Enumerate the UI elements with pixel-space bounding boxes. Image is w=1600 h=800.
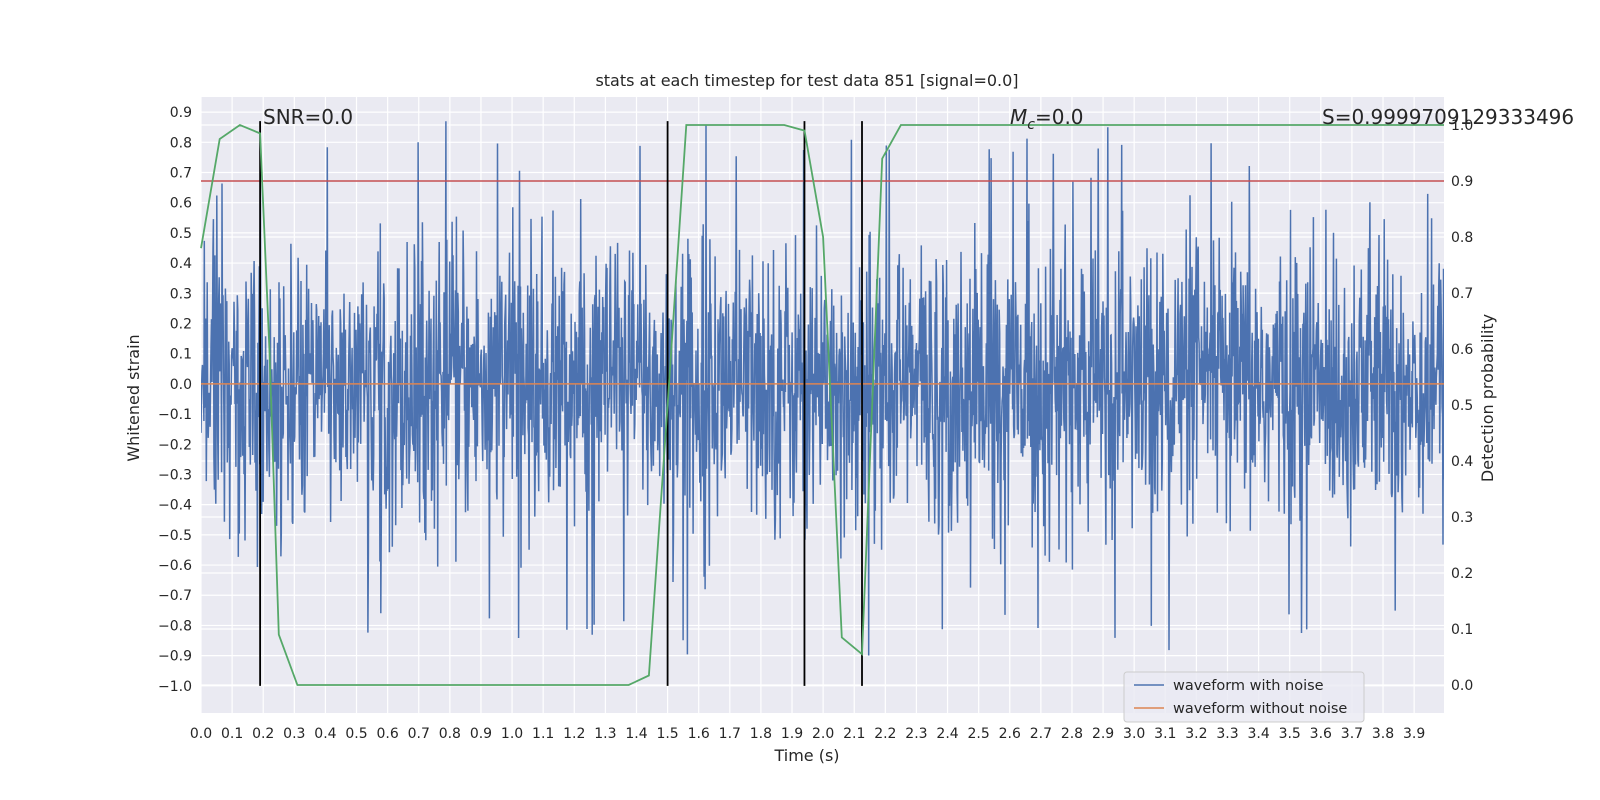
y2-tick-label: 0.0 [1451, 678, 1473, 694]
y-tick-label: 0.8 [170, 135, 192, 151]
chart-title: stats at each timestep for test data 851… [595, 71, 1018, 90]
y-tick-label: 0.0 [170, 377, 192, 393]
y2-tick-label: 0.1 [1451, 622, 1473, 638]
x-tick-label: 3.3 [1216, 726, 1238, 742]
y-tick-label: 0.2 [170, 316, 192, 332]
y-tick-label: 0.6 [170, 196, 192, 212]
legend-box [1123, 671, 1365, 723]
y2-tick-label: 0.8 [1451, 230, 1473, 246]
x-tick-label: 1.7 [719, 726, 741, 742]
y-tick-label: −0.5 [158, 528, 192, 544]
series-waveform-with-noise [201, 121, 1444, 656]
y-tick-label: −0.1 [158, 407, 192, 423]
legend: waveform with noise waveform without noi… [1123, 671, 1365, 723]
legend-label-clean: waveform without noise [1173, 701, 1347, 717]
x-tick-label: 3.8 [1372, 726, 1394, 742]
score-annotation: S=0.9999709129333496 [1322, 105, 1574, 129]
y-tick-label: −0.7 [158, 588, 192, 604]
y2-tick-label: 0.3 [1451, 510, 1473, 526]
x-tick-label: 3.1 [1154, 726, 1176, 742]
y-tick-label: −0.2 [158, 437, 192, 453]
x-tick-label: 0.2 [252, 726, 274, 742]
x-tick-label: 1.4 [625, 726, 647, 742]
chirp-mass-symbol: M [1010, 105, 1027, 129]
y-tick-label: 0.7 [170, 165, 192, 181]
x-tick-label: 2.8 [1061, 726, 1083, 742]
x-axis-label: Time (s) [773, 746, 839, 765]
x-tick-label: 0.8 [439, 726, 461, 742]
y2-tick-label: 0.4 [1451, 454, 1473, 470]
y-tick-label: 0.1 [170, 347, 192, 363]
y2-tick-label: 0.9 [1451, 174, 1473, 190]
x-tick-label: 1.8 [750, 726, 772, 742]
y-tick-label: −1.0 [158, 679, 192, 695]
x-tick-label: 0.9 [470, 726, 492, 742]
x-tick-label: 1.6 [688, 726, 710, 742]
y-axis-label: Whitened strain [124, 334, 143, 461]
x-tick-label: 0.5 [345, 726, 367, 742]
x-tick-label: 0.7 [408, 726, 430, 742]
x-tick-label: 0.1 [221, 726, 243, 742]
y-tick-label: −0.9 [158, 649, 192, 665]
x-tick-label: 2.7 [1030, 726, 1052, 742]
snr-annotation: SNR=0.0 [263, 105, 353, 129]
y-tick-label: −0.4 [158, 498, 192, 514]
x-tick-label: 0.0 [190, 726, 212, 742]
y2-tick-label: 0.6 [1451, 342, 1473, 358]
x-axis: 0.0 0.1 0.2 0.3 0.4 0.5 0.6 0.7 0.8 0.9 1.0 1.1 1.2 1… [190, 726, 1425, 742]
y-tick-label: 0.4 [170, 256, 192, 272]
series-detection-probability [200, 123, 1444, 686]
x-tick-label: 1.5 [656, 726, 678, 742]
chirp-mass-subscript: c [1027, 117, 1035, 133]
x-tick-label: 2.3 [905, 726, 927, 742]
x-tick-label: 1.9 [781, 726, 803, 742]
x-tick-label: 3.9 [1403, 726, 1425, 742]
legend-label-noise: waveform with noise [1173, 678, 1324, 694]
x-tick-label: 2.1 [843, 726, 865, 742]
x-tick-label: 2.4 [936, 726, 958, 742]
x-tick-label: 3.7 [1341, 726, 1363, 742]
x-tick-label: 3.5 [1279, 726, 1301, 742]
y2-tick-label: 0.5 [1451, 398, 1473, 414]
y2-tick-label: 1.0 [1451, 118, 1473, 134]
y2-tick-label: 0.7 [1451, 286, 1473, 302]
x-tick-label: 2.0 [812, 726, 834, 742]
y-tick-label: 0.3 [170, 286, 192, 302]
x-tick-label: 2.6 [999, 726, 1021, 742]
x-tick-label: 0.6 [377, 726, 399, 742]
y-tick-label: 0.9 [170, 105, 192, 121]
y2-tick-label: 0.2 [1451, 566, 1473, 582]
x-tick-label: 2.2 [874, 726, 896, 742]
x-tick-label: 1.3 [594, 726, 616, 742]
chirp-mass-annotation: Mc=0.0 [1010, 105, 1084, 133]
x-tick-label: 3.0 [1123, 726, 1145, 742]
y-tick-label: −0.3 [158, 467, 192, 483]
x-tick-label: 3.6 [1310, 726, 1332, 742]
y-axis-left: 0.9 0.8 0.7 0.6 0.5 0.4 0.3 0.2 0.1 0.0 −0.1 −0.2 −0… [158, 105, 192, 695]
x-tick-label: 0.4 [314, 726, 336, 742]
y-tick-label: 0.5 [170, 226, 192, 242]
x-tick-label: 3.2 [1185, 726, 1207, 742]
x-tick-label: 0.3 [283, 726, 305, 742]
x-tick-label: 1.0 [501, 726, 523, 742]
y-tick-label: −0.6 [158, 558, 192, 574]
x-tick-label: 2.5 [968, 726, 990, 742]
y2-axis-label: Detection probability [1478, 314, 1497, 482]
y-tick-label: −0.8 [158, 618, 192, 634]
x-tick-label: 1.2 [563, 726, 585, 742]
x-tick-label: 3.4 [1247, 726, 1269, 742]
x-tick-label: 1.1 [532, 726, 554, 742]
chirp-mass-value: =0.0 [1035, 105, 1084, 129]
x-tick-label: 2.9 [1092, 726, 1114, 742]
y-axis-right: 0.0 0.1 0.2 0.3 0.4 0.5 0.6 0.7 0.8 0.9 1.0 [1451, 118, 1473, 694]
